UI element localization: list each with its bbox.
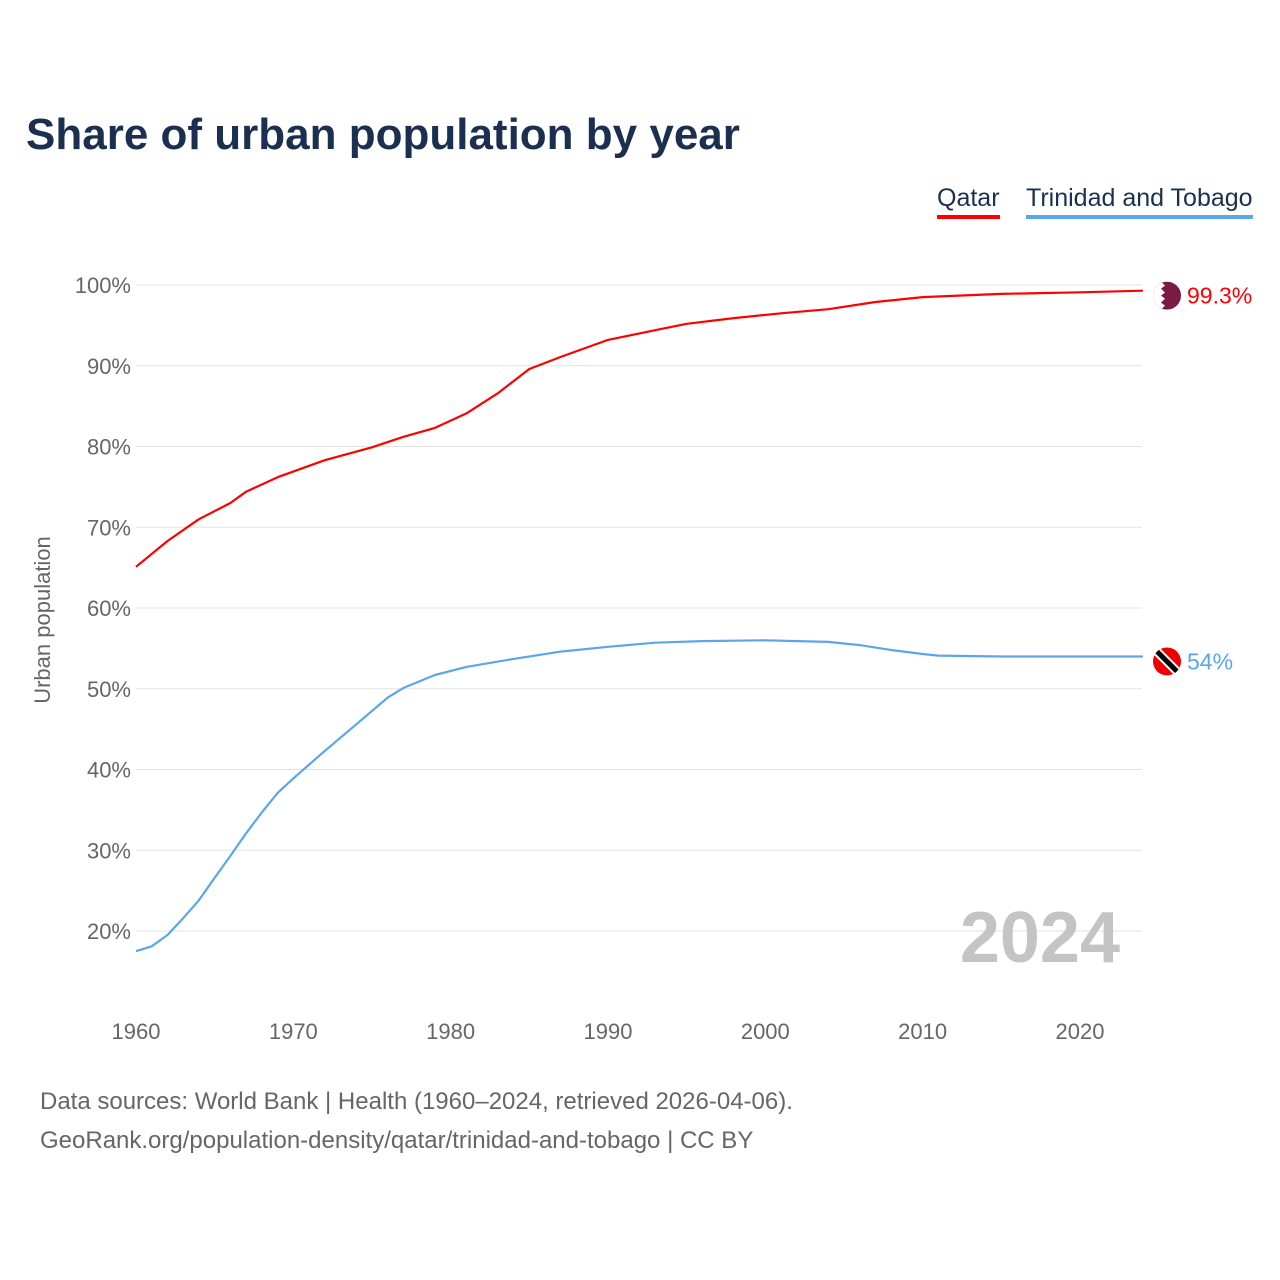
series-line-0[interactable] (135, 289, 1143, 568)
y-tick-label: 20% (87, 919, 131, 944)
y-tick-label: 100% (75, 273, 131, 298)
y-tick-label: 80% (87, 435, 131, 460)
x-tick-label: 2010 (898, 1019, 947, 1044)
x-tick-label: 1960 (112, 1019, 161, 1044)
chart-title: Share of urban population by year (26, 110, 740, 159)
x-tick-label: 1980 (426, 1019, 475, 1044)
year-watermark: 2024 (960, 898, 1120, 978)
y-tick-label: 60% (87, 596, 131, 621)
trinidad-and-tobago-flag-icon (1153, 647, 1181, 676)
y-tick-label: 50% (87, 677, 131, 702)
y-axis-label: Urban population (30, 536, 55, 704)
y-tick-label: 30% (87, 838, 131, 863)
end-value-label: 54% (1187, 648, 1233, 674)
source-link[interactable]: GeoRank.org/population-density/qatar/tri… (40, 1127, 754, 1154)
legend-trinidad-and-tobago[interactable]: Trinidad and Tobago (1026, 184, 1253, 219)
source-line: Data sources: World Bank | Health (1960–… (40, 1088, 793, 1115)
y-tick-label: 90% (87, 354, 131, 379)
end-value-label: 99.3% (1187, 283, 1252, 309)
x-tick-label: 1970 (269, 1019, 318, 1044)
x-tick-label: 2020 (1056, 1019, 1105, 1044)
legend-qatar[interactable]: Qatar (937, 184, 1000, 219)
x-tick-label: 1990 (584, 1019, 633, 1044)
y-tick-label: 70% (87, 515, 131, 540)
series-line-1[interactable] (135, 639, 1143, 953)
y-tick-label: 40% (87, 758, 131, 783)
x-tick-label: 2000 (741, 1019, 790, 1044)
qatar-flag-icon (1153, 281, 1181, 310)
